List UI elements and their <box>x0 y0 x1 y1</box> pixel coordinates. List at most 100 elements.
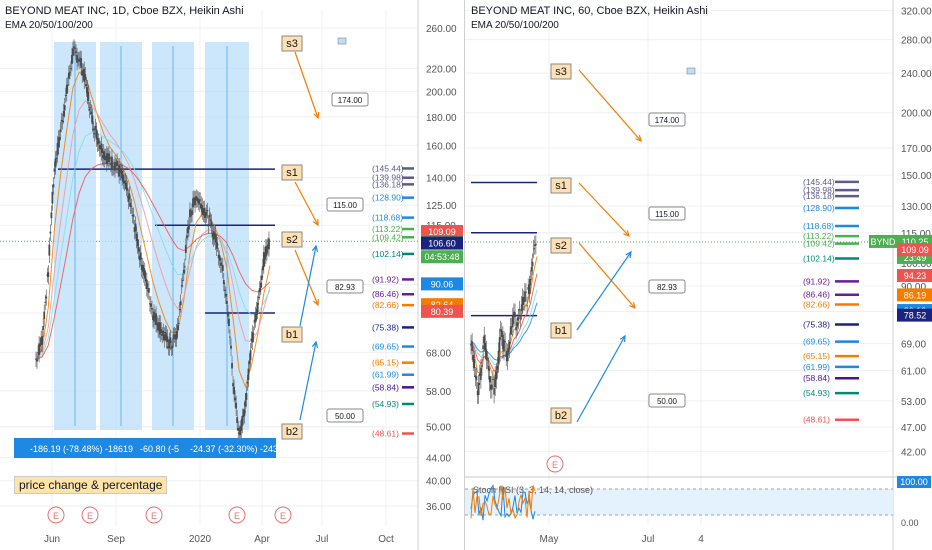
left-candle <box>136 239 139 247</box>
right-y-tick-4: 170.00 <box>901 144 932 155</box>
left-chart-title: BEYOND MEAT INC, 1D, Cboe BZX, Heikin As… <box>5 5 244 17</box>
left-candle <box>180 285 183 287</box>
left-candle <box>61 120 64 123</box>
left-target-label-1-box <box>326 197 364 212</box>
left-change-label-1: -60.80 (-5 <box>140 444 179 454</box>
left-candle <box>151 307 153 310</box>
left-candle <box>242 415 245 418</box>
left-arrow-b2 <box>299 341 317 421</box>
left-candle <box>207 223 210 227</box>
left-candle <box>184 245 187 253</box>
left-candle <box>210 221 213 227</box>
left-candle <box>142 268 145 276</box>
right-candle <box>528 284 531 294</box>
left-candle <box>179 301 182 306</box>
left-target-label-2: 82.93 <box>335 283 356 292</box>
left-chart-pane[interactable]: 260.00 220.00 200.00 180.00 160.00 140.00 125.… <box>0 0 464 550</box>
left-candle <box>62 110 65 117</box>
left-candle <box>77 58 79 60</box>
right-candle <box>501 330 503 337</box>
right-candle <box>491 384 493 390</box>
right-x-tick-2: 4 <box>698 534 704 545</box>
right-arrow-s2 <box>578 242 636 309</box>
left-candle <box>137 246 140 252</box>
right-chart-svg[interactable]: 320.00 280.00 240.00 200.00 170.00 150.00 130.… <box>465 0 932 550</box>
right-candle <box>535 243 537 246</box>
left-y-tick-13: 50.00 <box>426 423 451 434</box>
left-candle <box>127 196 130 202</box>
right-price-tag-5 <box>897 288 932 302</box>
left-candle <box>102 151 105 160</box>
left-candle <box>254 313 257 321</box>
left-chart-svg[interactable]: 260.00 220.00 200.00 180.00 160.00 140.00 125.… <box>0 0 464 550</box>
left-candle <box>211 232 214 238</box>
right-candle <box>512 316 514 328</box>
left-candle <box>200 203 203 210</box>
left-candle <box>146 290 149 292</box>
left-candle <box>156 322 159 326</box>
left-candle <box>87 91 90 101</box>
left-candle <box>176 325 179 331</box>
left-candle <box>105 153 108 165</box>
left-candle <box>51 191 54 204</box>
right-candle <box>524 291 526 303</box>
left-x-tick-4: Jul <box>316 534 329 545</box>
left-candle <box>65 84 68 94</box>
left-candle <box>123 180 126 184</box>
right-earnings-label: E <box>552 460 558 470</box>
right-level-label-9: (86.46) <box>803 290 830 300</box>
right-chart-subtitle: EMA 20/50/100/200 <box>471 20 559 31</box>
left-candle <box>117 168 120 170</box>
left-candle <box>58 137 61 141</box>
left-candle <box>88 108 91 111</box>
left-ema-line-3 <box>35 162 271 361</box>
left-level-label-2: (136.18) <box>372 179 404 189</box>
left-candle <box>197 198 200 203</box>
left-price-tag-text-7: 80.39 <box>431 307 454 317</box>
left-candle <box>172 334 175 340</box>
left-price-tag-3 <box>421 250 463 264</box>
left-candle <box>147 288 150 293</box>
right-candle <box>531 261 534 267</box>
right-level-label-3: (128.90) <box>803 203 835 213</box>
right-zone-label-s2: s2 <box>555 240 567 252</box>
right-arrow-s3 <box>578 69 642 142</box>
left-candle <box>218 257 221 261</box>
left-candle <box>255 308 258 315</box>
left-candle <box>143 269 146 279</box>
left-candle <box>178 309 181 311</box>
right-candle <box>497 350 500 364</box>
left-candle <box>263 254 266 260</box>
right-price-tag-text-7: 78.52 <box>904 311 927 321</box>
left-candle <box>39 344 42 347</box>
left-candle <box>264 246 267 257</box>
left-candle <box>145 279 148 290</box>
left-candle <box>256 302 259 312</box>
left-candle <box>198 199 201 205</box>
right-level-label-8: (91.92) <box>803 276 830 286</box>
left-candle <box>260 275 263 281</box>
left-level-label-6: (109.42) <box>372 232 404 242</box>
left-candle <box>217 254 220 259</box>
left-candle <box>175 331 178 340</box>
left-candle <box>250 338 253 342</box>
right-arrow-b1-head <box>625 250 632 259</box>
right-level-label-11: (75.38) <box>803 319 830 329</box>
left-candle <box>134 223 137 232</box>
right-candle <box>517 317 520 321</box>
left-candle <box>199 199 202 201</box>
left-y-tick-0: 260.00 <box>426 24 457 35</box>
left-target-label-3: 50.00 <box>335 412 356 421</box>
right-chart-pane[interactable]: 320.00 280.00 240.00 200.00 170.00 150.00 130.… <box>464 0 932 550</box>
left-candle <box>236 417 239 423</box>
left-candle <box>162 330 165 335</box>
left-candle <box>111 156 113 169</box>
price-change-caption: price change & percentage <box>14 476 168 494</box>
left-chart-subtitle: EMA 20/50/100/200 <box>5 20 93 31</box>
left-candle <box>36 359 38 362</box>
right-candle <box>473 358 476 369</box>
left-earnings-marker-1 <box>81 506 99 524</box>
right-candle <box>518 309 521 311</box>
right-target-label-3-box <box>648 393 686 408</box>
left-candle <box>101 155 104 158</box>
